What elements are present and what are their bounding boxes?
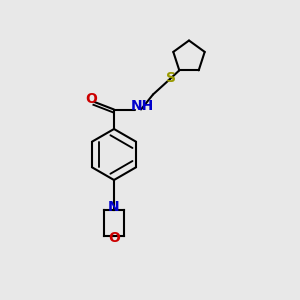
Text: S: S <box>166 71 176 85</box>
Text: NH: NH <box>131 100 154 113</box>
Text: O: O <box>85 92 98 106</box>
Text: N: N <box>108 200 120 214</box>
Text: O: O <box>108 232 120 245</box>
